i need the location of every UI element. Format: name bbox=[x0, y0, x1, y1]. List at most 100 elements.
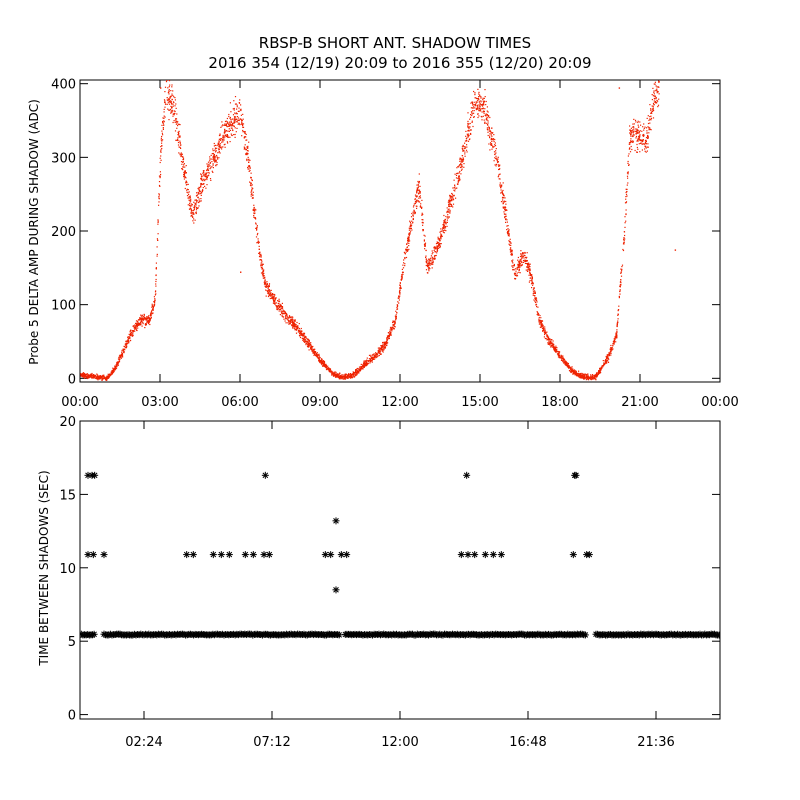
data-point bbox=[624, 238, 626, 240]
data-point bbox=[528, 262, 530, 264]
data-point bbox=[558, 352, 560, 355]
data-point bbox=[96, 373, 98, 375]
data-point bbox=[655, 100, 657, 103]
data-point bbox=[195, 209, 198, 211]
data-point bbox=[466, 151, 468, 153]
data-point bbox=[573, 372, 575, 374]
data-point bbox=[508, 235, 510, 237]
data-point bbox=[214, 151, 217, 153]
data-point bbox=[473, 110, 475, 112]
data-point bbox=[328, 370, 331, 372]
data-point bbox=[442, 224, 444, 226]
data-point bbox=[156, 238, 158, 240]
data-point bbox=[178, 130, 180, 132]
data-point bbox=[351, 376, 353, 379]
data-point bbox=[250, 190, 253, 192]
data-point bbox=[234, 103, 237, 105]
data-point bbox=[223, 124, 225, 126]
data-point bbox=[547, 337, 549, 339]
data-point bbox=[370, 356, 372, 358]
data-point bbox=[450, 195, 452, 197]
data-point bbox=[163, 117, 165, 119]
data-point bbox=[235, 131, 237, 133]
data-point bbox=[131, 335, 134, 337]
data-point bbox=[553, 345, 555, 347]
data-point bbox=[588, 377, 590, 380]
data-point bbox=[291, 318, 293, 320]
data-point bbox=[602, 366, 604, 368]
data-point bbox=[361, 365, 364, 367]
data-point bbox=[390, 331, 392, 333]
data-point bbox=[394, 315, 396, 317]
data-point bbox=[416, 192, 418, 194]
data-point bbox=[290, 319, 293, 321]
data-point bbox=[599, 371, 601, 373]
data-point bbox=[230, 121, 232, 123]
data-point bbox=[404, 257, 406, 259]
data-point bbox=[578, 373, 580, 375]
data-point bbox=[254, 217, 256, 219]
data-point bbox=[302, 333, 304, 335]
data-point bbox=[655, 90, 657, 92]
data-point bbox=[448, 201, 450, 203]
data-point bbox=[214, 155, 216, 157]
data-point bbox=[260, 265, 262, 267]
data-point bbox=[110, 371, 112, 373]
data-point bbox=[347, 376, 349, 378]
data-point bbox=[430, 262, 433, 264]
data-point bbox=[518, 271, 520, 273]
data-point bbox=[554, 349, 556, 351]
data-point bbox=[519, 255, 522, 258]
data-point bbox=[658, 80, 660, 82]
data-point bbox=[632, 132, 634, 134]
data-point bbox=[270, 289, 272, 291]
data-point bbox=[112, 369, 114, 372]
data-point bbox=[431, 259, 433, 261]
data-point bbox=[289, 322, 291, 324]
data-point bbox=[123, 348, 126, 350]
data-point bbox=[412, 222, 414, 224]
data-point bbox=[383, 344, 385, 346]
data-point bbox=[285, 317, 287, 319]
data-point bbox=[301, 330, 303, 332]
data-point bbox=[624, 222, 626, 224]
data-point bbox=[205, 174, 207, 176]
data-point bbox=[457, 183, 459, 185]
data-point bbox=[421, 206, 423, 208]
data-point bbox=[511, 260, 513, 262]
data-point bbox=[158, 195, 160, 198]
data-point bbox=[437, 245, 439, 247]
data-point bbox=[648, 127, 650, 129]
data-point bbox=[623, 243, 625, 245]
data-point bbox=[635, 121, 637, 123]
data-point bbox=[233, 121, 235, 123]
data-point bbox=[575, 371, 577, 373]
data-point bbox=[483, 104, 485, 106]
data-point bbox=[177, 121, 179, 123]
data-point bbox=[334, 371, 336, 373]
data-point bbox=[137, 323, 139, 325]
data-point bbox=[467, 126, 469, 129]
data-point bbox=[443, 214, 445, 217]
data-point bbox=[279, 303, 281, 305]
data-point bbox=[82, 372, 84, 374]
data-point bbox=[337, 376, 339, 378]
data-point bbox=[648, 119, 650, 121]
x-tick-label: 12:00 bbox=[381, 395, 418, 410]
data-point bbox=[400, 279, 402, 281]
data-point bbox=[291, 325, 293, 327]
data-point bbox=[545, 337, 547, 340]
data-point bbox=[479, 94, 481, 96]
data-point bbox=[489, 142, 492, 144]
data-point bbox=[168, 109, 171, 111]
data-point bbox=[530, 277, 532, 279]
data-point bbox=[182, 169, 184, 171]
data-point bbox=[491, 127, 493, 129]
data-point bbox=[138, 323, 140, 325]
data-point bbox=[152, 309, 154, 311]
data-point bbox=[606, 354, 608, 356]
data-point bbox=[657, 106, 659, 108]
data-point bbox=[220, 147, 222, 149]
data-point bbox=[376, 356, 378, 358]
data-point bbox=[187, 189, 189, 191]
